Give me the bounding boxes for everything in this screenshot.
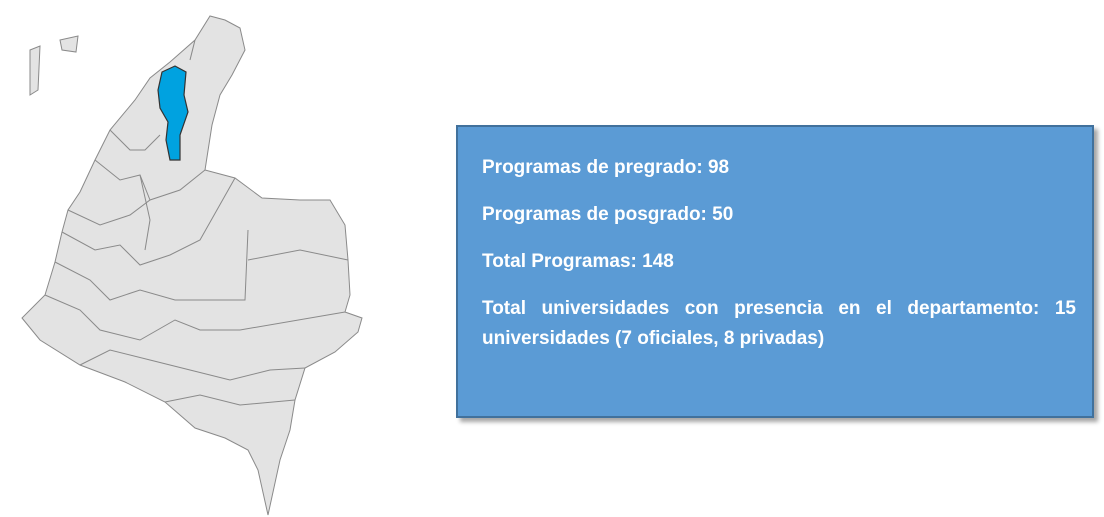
country-outline — [21, 15, 363, 516]
colombia — [21, 15, 363, 516]
info-line: Programas de posgrado: 50 — [482, 204, 734, 225]
border — [54, 229, 249, 301]
border — [189, 39, 196, 61]
info-line: Programas de pregrado: 98 — [482, 157, 730, 178]
highlighted-department — [157, 65, 189, 161]
info-line: Total Programas: 148 — [482, 251, 674, 272]
island — [59, 35, 79, 53]
border — [61, 177, 236, 266]
info-line: Total universidades con presencia en el … — [482, 298, 1076, 349]
info-box: Programas de pregrado: 98 Programas de p… — [456, 125, 1094, 418]
island — [29, 45, 41, 96]
border — [247, 249, 349, 261]
border — [79, 349, 306, 381]
border — [44, 294, 346, 341]
border — [67, 169, 206, 226]
border — [94, 159, 151, 201]
department-borders — [44, 39, 349, 406]
border — [139, 174, 151, 251]
border — [164, 394, 296, 406]
map — [21, 15, 363, 516]
border — [109, 129, 161, 151]
